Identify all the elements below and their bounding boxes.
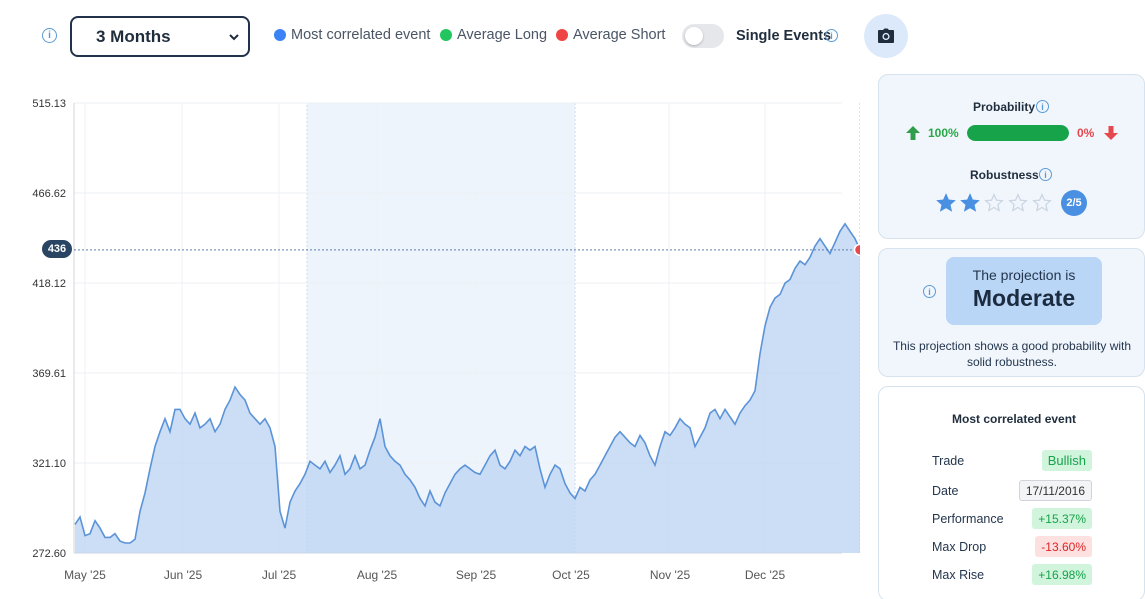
x-tick-label: May '25	[64, 568, 106, 582]
event-row-label: Performance	[932, 512, 1004, 526]
x-tick-label: Sep '25	[455, 568, 497, 582]
legend-dot-icon	[556, 29, 568, 41]
event-max-rise-value: +16.98%	[1032, 564, 1092, 585]
x-tick-label: Jul '25	[261, 568, 297, 582]
current-price-tag: 436	[42, 240, 72, 258]
y-tick-label: 466.62	[32, 188, 66, 200]
projection-level: Moderate	[972, 285, 1076, 311]
history-area	[75, 223, 860, 554]
x-tick-label: Oct '25	[552, 568, 590, 582]
projection-lead: The projection is	[972, 267, 1076, 283]
legend-label: Most correlated event	[291, 27, 431, 43]
star-filled-icon	[960, 193, 980, 212]
star-filled-icon	[936, 193, 956, 212]
legend-dot-icon	[440, 29, 452, 41]
projection-info-icon[interactable]: i	[923, 285, 936, 298]
legend-average-long: Average Long	[440, 27, 547, 43]
event-date-value: 17/11/2016	[1018, 480, 1092, 501]
arrow-down-icon	[1104, 126, 1118, 140]
y-tick-label: 272.60	[32, 548, 66, 560]
arrow-up-icon	[906, 126, 920, 140]
period-select[interactable]: 3 Months	[70, 16, 250, 57]
probability-bar	[967, 125, 1069, 141]
robustness-info-icon[interactable]: i	[1039, 168, 1052, 181]
single-events-info-icon[interactable]: i	[825, 29, 838, 42]
period-select-value: 3 Months	[96, 26, 171, 46]
event-row-label: Trade	[932, 454, 965, 468]
chevron-down-icon	[229, 34, 239, 41]
price-chart: 515.13 466.62 418.12 369.61 321.10 272.6…	[0, 80, 860, 599]
star-empty-icon	[984, 193, 1004, 212]
event-row-label: Date	[932, 484, 959, 498]
x-tick-label: Aug '25	[356, 568, 398, 582]
period-info-icon[interactable]: i	[42, 28, 57, 43]
legend-most-correlated: Most correlated event	[274, 27, 430, 43]
y-tick-label: 515.13	[32, 98, 66, 110]
event-row-label: Max Rise	[932, 568, 985, 582]
camera-icon	[878, 28, 894, 43]
robustness-stars	[936, 193, 1052, 213]
correlated-event-card	[878, 386, 1145, 599]
screenshot-button[interactable]	[864, 14, 908, 58]
probability-down-percent: 0%	[1077, 126, 1095, 140]
x-tick-label: Dec '25	[744, 568, 786, 582]
robustness-title: Robustness	[970, 168, 1039, 182]
star-empty-icon	[1032, 193, 1052, 212]
projection-level-box: The projection is Moderate	[946, 257, 1102, 325]
legend-label: Average Short	[573, 27, 666, 43]
probability-bar-fill	[967, 125, 1069, 141]
legend-label: Average Long	[457, 27, 548, 43]
probability-info-icon[interactable]: i	[1036, 100, 1049, 113]
x-tick-label: Jun '25	[163, 568, 203, 582]
robustness-badge: 2/5	[1061, 190, 1087, 216]
toggle-knob	[685, 27, 703, 45]
chart-plot	[73, 102, 860, 554]
correlated-event-title: Most correlated event	[952, 412, 1077, 426]
legend-average-short: Average Short	[556, 27, 665, 43]
projection-description: This projection shows a good probability…	[892, 339, 1132, 369]
probability-up-percent: 100%	[928, 126, 959, 140]
y-tick-label: 418.12	[32, 278, 66, 290]
y-tick-label: 321.10	[32, 458, 66, 470]
y-tick-label: 369.61	[32, 368, 66, 380]
x-tick-label: Nov '25	[649, 568, 691, 582]
single-events-label: Single Events	[736, 28, 832, 44]
single-events-toggle[interactable]	[682, 24, 724, 48]
current-price-point	[853, 243, 860, 257]
event-row-label: Max Drop	[932, 540, 987, 554]
event-trade-value: Bullish	[1041, 450, 1092, 471]
probability-card	[878, 74, 1145, 239]
event-performance-value: +15.37%	[1032, 508, 1092, 529]
star-empty-icon	[1008, 193, 1028, 212]
event-max-drop-value: -13.60%	[1035, 536, 1092, 557]
legend-dot-icon	[274, 29, 286, 41]
probability-title: Probability	[973, 100, 1036, 114]
history-line	[74, 222, 860, 544]
